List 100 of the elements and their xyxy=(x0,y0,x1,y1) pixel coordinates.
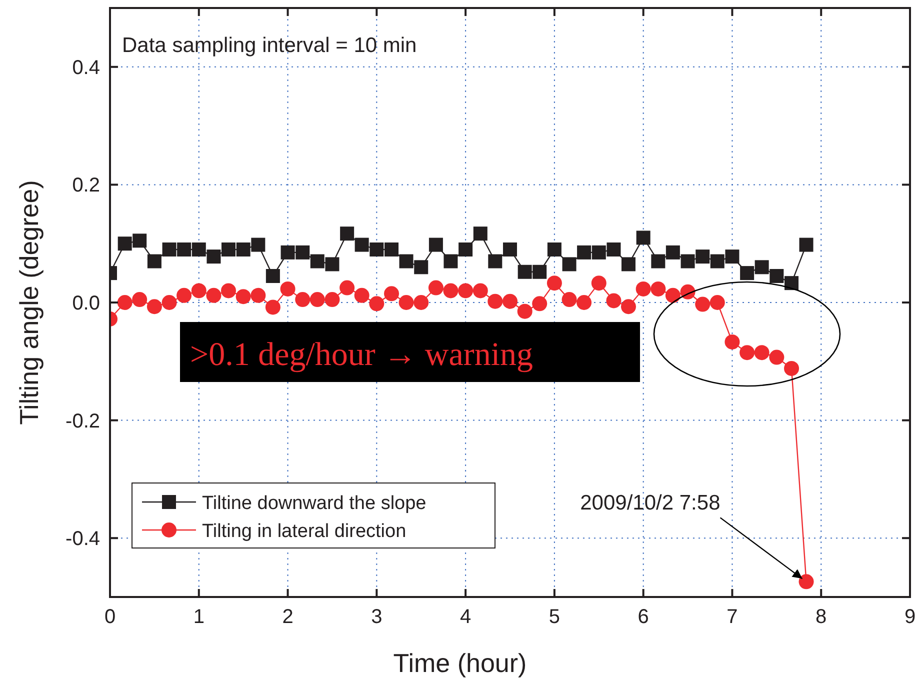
annotation: >0.1 deg/hour → warning xyxy=(190,337,534,373)
point xyxy=(488,254,502,268)
point xyxy=(710,254,724,268)
point xyxy=(695,296,710,312)
x-tick-label: 3 xyxy=(371,606,382,628)
point xyxy=(280,245,295,260)
point xyxy=(798,574,814,590)
point xyxy=(221,242,236,256)
y-tick-label: 0.4 xyxy=(72,56,100,79)
point xyxy=(488,294,503,309)
point xyxy=(576,295,592,310)
point xyxy=(696,250,710,264)
y-tick-label: -0.2 xyxy=(66,410,100,432)
point xyxy=(369,296,384,312)
point xyxy=(725,250,740,264)
point xyxy=(310,292,325,308)
point xyxy=(740,266,754,280)
point xyxy=(444,254,458,268)
point xyxy=(280,281,296,296)
x-tick-label: 0 xyxy=(104,606,116,628)
annotation: Data sampling interval = 10 min xyxy=(122,34,417,57)
point xyxy=(769,350,784,365)
point xyxy=(754,345,770,360)
point xyxy=(502,294,518,309)
y-axis-title: Tilting angle (degree) xyxy=(14,180,44,425)
point xyxy=(414,260,428,274)
point xyxy=(398,295,414,310)
point xyxy=(384,286,400,302)
point xyxy=(384,242,399,256)
point xyxy=(399,254,414,268)
point xyxy=(606,242,621,256)
point xyxy=(206,250,221,264)
point xyxy=(354,288,370,303)
point xyxy=(784,360,800,376)
point xyxy=(177,242,192,256)
point xyxy=(324,292,340,308)
point xyxy=(354,238,369,252)
point xyxy=(132,234,147,248)
point xyxy=(250,288,266,303)
point xyxy=(340,226,354,241)
point xyxy=(295,292,310,308)
point xyxy=(458,283,474,298)
point xyxy=(132,292,148,308)
point xyxy=(724,334,740,350)
point xyxy=(665,288,680,303)
point xyxy=(176,288,192,303)
point xyxy=(591,276,606,291)
x-tick-label: 8 xyxy=(816,606,827,628)
y-tick-label: 0.0 xyxy=(72,292,100,314)
legend-label: Tilting in lateral direction xyxy=(202,521,406,542)
point xyxy=(517,304,532,319)
point xyxy=(162,242,176,256)
point xyxy=(458,242,473,256)
point xyxy=(265,300,280,315)
point xyxy=(162,295,177,310)
x-tick-label: 7 xyxy=(726,606,738,628)
point xyxy=(236,289,251,304)
x-axis-title: Time (hour) xyxy=(393,648,527,678)
x-tick-label: 5 xyxy=(548,606,560,628)
point xyxy=(636,230,650,245)
point xyxy=(620,299,636,314)
point xyxy=(370,242,384,256)
point xyxy=(636,281,651,296)
point xyxy=(473,226,488,241)
point xyxy=(547,242,562,256)
point xyxy=(206,288,222,303)
x-tick-label: 4 xyxy=(460,606,472,628)
point xyxy=(532,264,547,279)
point xyxy=(740,345,755,360)
point xyxy=(251,238,266,252)
point xyxy=(220,283,236,298)
legend-label: Tiltine downward the slope xyxy=(202,493,426,514)
point xyxy=(621,257,636,272)
y-tick-label: -0.4 xyxy=(66,528,100,550)
point xyxy=(754,260,769,274)
point xyxy=(546,276,562,291)
point xyxy=(606,293,622,308)
x-tick-label: 6 xyxy=(638,606,649,628)
point xyxy=(146,299,162,314)
point xyxy=(192,242,206,256)
point xyxy=(310,254,324,268)
point xyxy=(592,245,606,260)
point xyxy=(666,245,680,260)
x-tick-label: 1 xyxy=(193,606,204,628)
point xyxy=(117,295,132,310)
point xyxy=(562,292,577,308)
annotation: 2009/10/2 7:58 xyxy=(580,492,720,515)
point xyxy=(770,268,784,283)
y-tick-label: 0.2 xyxy=(72,174,100,197)
point xyxy=(651,254,666,268)
point xyxy=(340,280,355,296)
x-tick-label: 9 xyxy=(904,606,916,628)
point xyxy=(532,296,548,312)
point xyxy=(710,295,725,310)
point xyxy=(503,242,517,256)
point xyxy=(191,283,206,298)
point xyxy=(147,254,162,268)
point xyxy=(650,281,666,296)
point xyxy=(784,276,799,290)
point xyxy=(518,264,532,279)
